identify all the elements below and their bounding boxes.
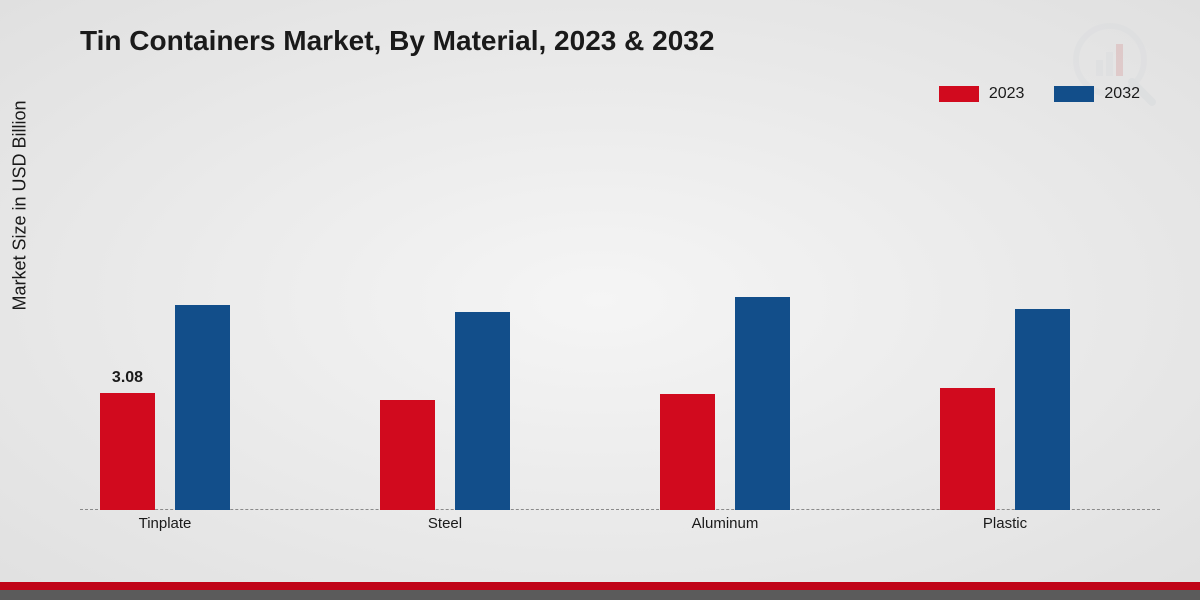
bar-value-label: 3.08: [112, 369, 143, 387]
bar: [735, 297, 790, 510]
bar: [455, 312, 510, 510]
bar: [175, 305, 230, 510]
x-axis-tick-label: Aluminum: [692, 515, 759, 532]
bar: [940, 388, 995, 510]
bar-group: [380, 130, 540, 510]
x-axis-labels: Tinplate Steel Aluminum Plastic: [80, 515, 1160, 545]
plot-area: 3.08: [80, 130, 1160, 510]
x-axis-tick-label: Tinplate: [139, 515, 192, 532]
bar: [100, 393, 155, 510]
legend-label-2023: 2023: [989, 85, 1025, 103]
bar-group: [660, 130, 820, 510]
chart-title: Tin Containers Market, By Material, 2023…: [80, 25, 714, 57]
legend-item-2023: 2023: [939, 85, 1025, 103]
bar: [1015, 309, 1070, 510]
x-axis-tick-label: Steel: [428, 515, 462, 532]
bar: [660, 394, 715, 510]
y-axis-label: Market Size in USD Billion: [10, 100, 31, 310]
footer-grey-bar: [0, 590, 1200, 600]
legend-item-2032: 2032: [1054, 85, 1140, 103]
bar: [380, 400, 435, 510]
footer-red-bar: [0, 582, 1200, 590]
chart-container: Tin Containers Market, By Material, 2023…: [0, 0, 1200, 600]
x-axis-tick-label: Plastic: [983, 515, 1027, 532]
bar-group: [940, 130, 1100, 510]
bar-group: 3.08: [100, 130, 260, 510]
legend-label-2032: 2032: [1104, 85, 1140, 103]
legend: 2023 2032: [939, 85, 1140, 103]
legend-swatch-2023: [939, 86, 979, 102]
legend-swatch-2032: [1054, 86, 1094, 102]
